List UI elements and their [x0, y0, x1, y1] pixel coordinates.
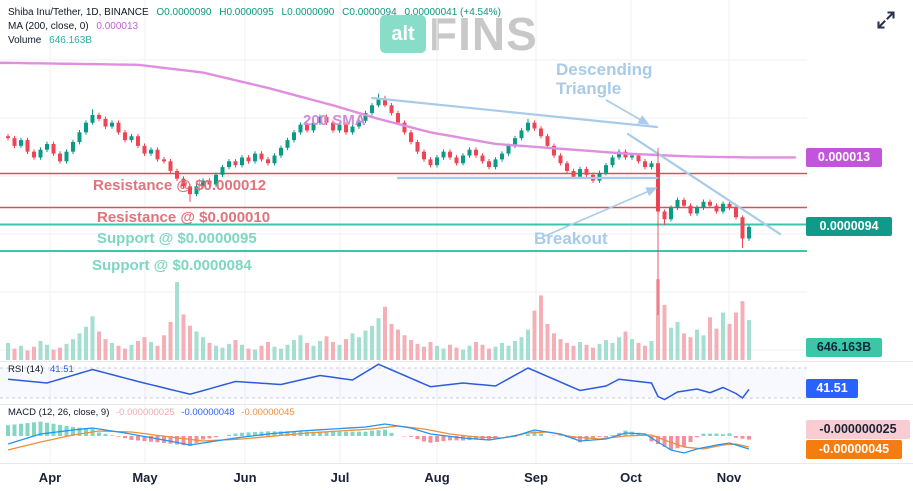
- altfins-logo: alt FINS: [380, 8, 538, 60]
- support-1-label[interactable]: Support @ $0.0000095: [97, 230, 257, 247]
- ohlc-low: L0.0000090: [281, 7, 335, 18]
- time-axis[interactable]: Apr May Jun Jul Aug Sep Oct Nov: [0, 464, 913, 491]
- x-axis-label-oct: Oct: [620, 470, 642, 485]
- x-axis-label-aug: Aug: [424, 470, 450, 485]
- volume-value: 646.163B: [49, 35, 92, 46]
- x-axis-label-sep: Sep: [524, 470, 548, 485]
- ma-label: MA (200, close, 0): [8, 21, 89, 32]
- macd-label: MACD (12, 26, close, 9): [8, 407, 110, 418]
- x-axis-label-jun: Jun: [233, 470, 257, 485]
- descending-triangle-label[interactable]: Descending Triangle: [556, 60, 652, 98]
- chart-legend: Shiba Inu/Tether, 1D, BINANCE O0.0000090…: [8, 6, 506, 48]
- macd-line: [7, 423, 750, 454]
- breakout-label[interactable]: Breakout: [534, 229, 608, 248]
- descending-triangle-line2: Triangle: [556, 79, 622, 98]
- x-axis-label-nov: Nov: [716, 470, 742, 485]
- legend-volume-row[interactable]: Volume 646.163B: [8, 34, 506, 48]
- legend-symbol-row[interactable]: Shiba Inu/Tether, 1D, BINANCE O0.0000090…: [8, 6, 506, 20]
- x-axis-label-may: May: [132, 470, 158, 485]
- volume-bars: [6, 279, 751, 360]
- rsi-pane-legend[interactable]: RSI (14) 41.51: [8, 364, 78, 375]
- sma-200-label[interactable]: 200 SMA: [303, 112, 366, 129]
- macd-hist-value: -0.000000025: [116, 407, 175, 418]
- macd-pane-legend[interactable]: MACD (12, 26, close, 9) -0.000000025 -0.…: [8, 407, 299, 418]
- altfins-logo-alt-badge: alt: [380, 15, 426, 53]
- x-axis-label-jul: Jul: [330, 470, 350, 485]
- trendline-downtrend[interactable]: [626, 132, 782, 236]
- macd-line-value: -0.00000048: [181, 407, 235, 418]
- support-2-label[interactable]: Support @ $0.0000084: [92, 257, 252, 274]
- ma-200-line[interactable]: [0, 61, 797, 159]
- current-price-tag: 0.0000094: [806, 217, 892, 236]
- rsi-label: RSI (14): [8, 364, 44, 375]
- ohlc-change: 0.00000041 (+4.54%): [404, 7, 501, 18]
- ma-price-tag: 0.000013: [806, 148, 882, 167]
- macd-signal-line: [7, 425, 750, 451]
- ohlc-close: C0.0000094: [342, 7, 397, 18]
- candles: [6, 93, 751, 249]
- ohlc-high: H0.0000095: [219, 7, 274, 18]
- rsi-line: [7, 363, 750, 401]
- trendline-triangle-upper[interactable]: [370, 96, 659, 129]
- symbol-title: Shiba Inu/Tether, 1D, BINANCE: [8, 7, 149, 18]
- x-axis-label-apr: Apr: [38, 470, 62, 485]
- macd-signal-value-tag: -0.00000045: [806, 440, 902, 459]
- macd-hist-value-tag: -0.000000025: [806, 420, 910, 439]
- legend-ma-row[interactable]: MA (200, close, 0) 0.000013: [8, 20, 506, 34]
- ma-value: 0.000013: [96, 21, 139, 32]
- volume-value-tag: 646.163B: [806, 338, 882, 357]
- rsi-band: [0, 368, 807, 398]
- volume-label: Volume: [8, 35, 42, 46]
- rsi-value-tag: 41.51: [806, 379, 858, 398]
- arrow-breakout-pointer[interactable]: [544, 187, 658, 237]
- ohlc-open: O0.0000090: [156, 7, 212, 18]
- resistance-2-label[interactable]: Resistance @ $0.000010: [97, 209, 271, 226]
- expand-icon: [877, 11, 895, 29]
- descending-triangle-line1: Descending: [556, 60, 653, 79]
- fullscreen-button[interactable]: [871, 6, 901, 36]
- arrow-triangle-pointer[interactable]: [605, 99, 650, 125]
- resistance-1-label[interactable]: Resistance @ $0.000012: [93, 177, 267, 194]
- macd-signal-value: -0.00000045: [241, 407, 295, 418]
- rsi-value: 41.51: [50, 364, 74, 375]
- altfins-logo-fins-text: FINS: [429, 8, 538, 60]
